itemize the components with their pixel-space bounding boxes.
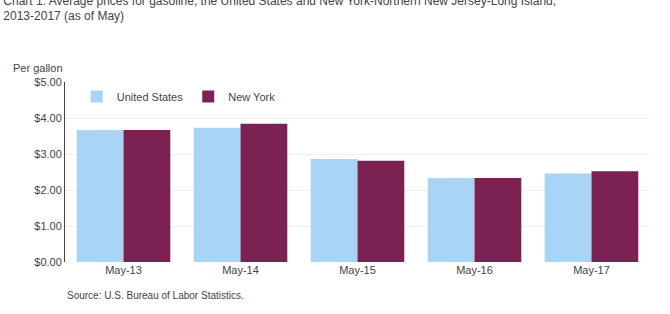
svg-text:Per gallon: Per gallon bbox=[13, 62, 63, 74]
svg-text:$1.00: $1.00 bbox=[34, 220, 62, 232]
svg-text:$3.00: $3.00 bbox=[34, 148, 62, 160]
svg-text:May-17: May-17 bbox=[573, 264, 610, 276]
svg-text:New York: New York bbox=[228, 91, 275, 103]
svg-text:United States: United States bbox=[117, 91, 184, 103]
svg-text:May-13: May-13 bbox=[105, 264, 142, 276]
svg-text:May-15: May-15 bbox=[339, 264, 376, 276]
svg-text:May-14: May-14 bbox=[222, 264, 259, 276]
svg-text:$4.00: $4.00 bbox=[34, 112, 62, 124]
svg-text:Chart 1. Average prices for ga: Chart 1. Average prices for gasoline, th… bbox=[3, 0, 556, 23]
svg-text:$0.00: $0.00 bbox=[34, 256, 62, 268]
svg-text:$5.00: $5.00 bbox=[34, 76, 62, 88]
svg-text:Source: U.S. Bureau of Labor S: Source: U.S. Bureau of Labor Statistics. bbox=[67, 290, 244, 301]
svg-text:May-16: May-16 bbox=[456, 264, 493, 276]
svg-text:$2.00: $2.00 bbox=[34, 184, 62, 196]
